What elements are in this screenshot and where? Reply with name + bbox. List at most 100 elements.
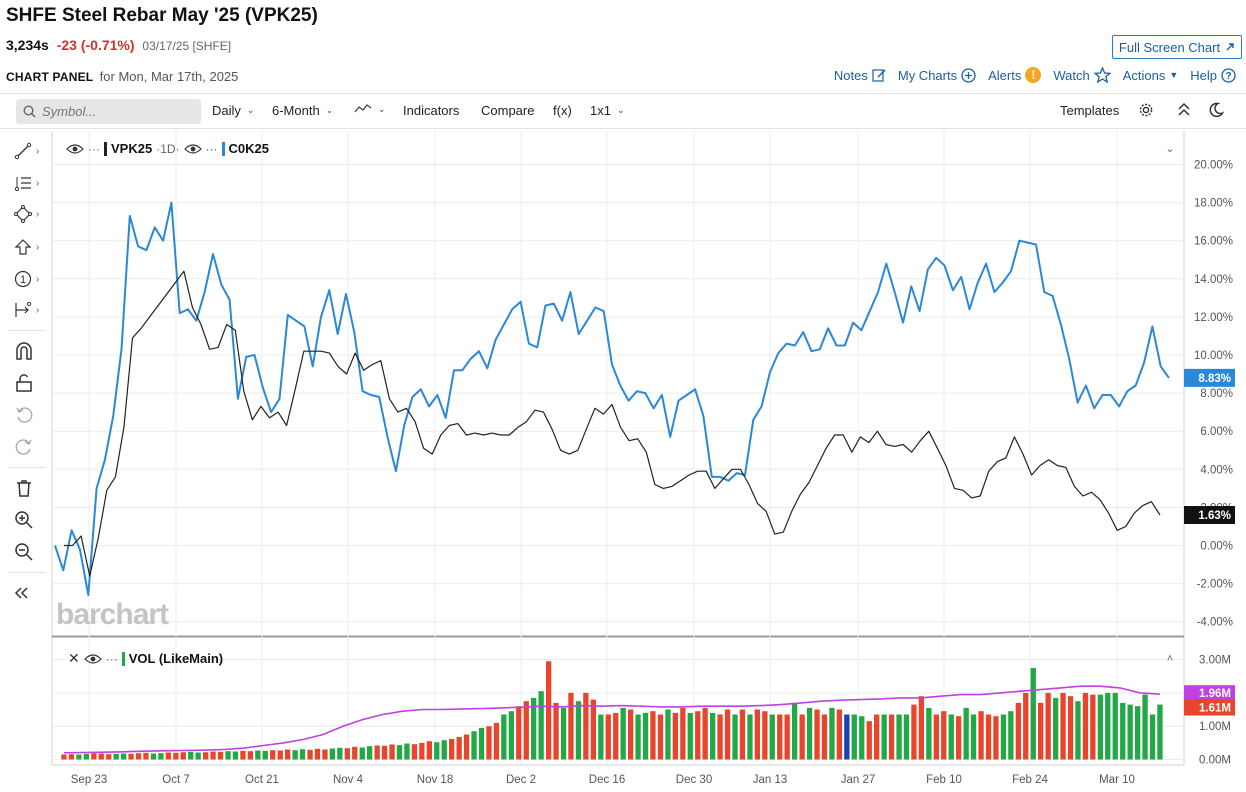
volume-pane-legend: ✕ ··· VOL (LikeMain) (68, 650, 223, 667)
volume-bar (948, 714, 954, 760)
undo-icon (16, 407, 33, 423)
volume-bar (381, 745, 388, 760)
lock-tool[interactable] (14, 371, 46, 395)
layout-dropdown[interactable]: 1x1 ⌄ (590, 103, 625, 118)
y-tick-label: 16.00% (1194, 236, 1233, 248)
volume-bar (1127, 704, 1133, 760)
fibonacci-tool[interactable]: › (14, 171, 46, 195)
volume-bar (1060, 692, 1066, 760)
volume-bar (1157, 704, 1163, 760)
interval-dropdown[interactable]: Daily ⌄ (212, 103, 254, 118)
shapes-tool[interactable]: › (14, 202, 46, 226)
close-icon[interactable]: ✕ (68, 650, 80, 666)
toolbar-divider (8, 572, 46, 573)
more-icon[interactable]: ··· (105, 651, 118, 666)
collapse-sidebar-button[interactable] (14, 581, 46, 605)
volume-bar (1082, 692, 1089, 760)
volume-bar (150, 753, 157, 760)
volume-bar (941, 711, 947, 760)
y-tick-label: 20.00% (1194, 160, 1233, 172)
volume-bar (121, 753, 127, 760)
volume-bar (173, 752, 179, 760)
volume-bar (516, 706, 522, 760)
volume-bar (918, 696, 924, 760)
volume-bar (553, 702, 559, 760)
x-tick-label: Jan 13 (753, 774, 788, 786)
chart-type-dropdown[interactable]: ⌄ (354, 103, 386, 115)
volume-bar (769, 714, 775, 760)
magnet-tool[interactable] (14, 339, 46, 363)
volume-bar (299, 749, 306, 760)
quote-line: 3,234s -23 (-0.71%) 03/17/25 [SHFE] (6, 37, 231, 53)
volume-bar (806, 707, 813, 760)
settings-button[interactable] (1138, 102, 1154, 118)
volume-bar (866, 721, 872, 760)
volume-bar (896, 714, 902, 760)
volume-bar (344, 748, 350, 760)
volume-bar (933, 714, 939, 760)
toolbar-divider (8, 330, 46, 331)
compare-button[interactable]: Compare (481, 103, 535, 118)
indicators-button[interactable]: Indicators (403, 103, 460, 118)
measure-tool[interactable]: › (14, 298, 46, 322)
dark-mode-toggle[interactable] (1208, 102, 1224, 118)
volume-bar (493, 722, 500, 760)
volume-bar (314, 748, 321, 760)
volume-bar (113, 753, 119, 760)
zoom-out-icon (15, 543, 33, 561)
volume-bar (1120, 702, 1126, 760)
volume-bar (307, 749, 313, 760)
eye-icon[interactable] (66, 143, 84, 155)
y-tick-label: 10.00% (1194, 350, 1233, 362)
trend-line-tool[interactable]: › (14, 139, 46, 163)
notes-link[interactable]: Notes (834, 68, 886, 83)
symbol-input[interactable] (42, 104, 192, 119)
my-charts-link[interactable]: My Charts (898, 68, 976, 83)
volume-bar (672, 712, 678, 760)
full-screen-chart-button[interactable]: Full Screen Chart (1112, 35, 1242, 59)
chevron-down-icon: ⌄ (325, 105, 334, 115)
delete-drawings-button[interactable] (14, 476, 46, 500)
eye-icon[interactable] (183, 143, 202, 155)
undo-button[interactable] (14, 403, 46, 427)
more-icon[interactable]: ··· (205, 141, 218, 156)
volume-bar (888, 714, 895, 760)
zoom-in-button[interactable] (14, 508, 46, 532)
function-button[interactable]: f(x) (553, 103, 572, 118)
arrow-tool[interactable]: › (14, 235, 46, 259)
volume-bar (106, 754, 112, 760)
volume-bar (687, 712, 693, 760)
annotation-tool[interactable]: 1 › (14, 267, 46, 291)
volume-bar (620, 707, 626, 760)
watch-link[interactable]: Watch (1053, 67, 1111, 83)
x-tick-label: Dec 30 (676, 774, 712, 786)
range-label: 6-Month (272, 103, 320, 118)
c0k25-last-value-bg (1184, 368, 1235, 387)
volume-bar (568, 692, 574, 760)
alerts-link[interactable]: Alerts ! (988, 67, 1042, 83)
volume-last-value-bg (1184, 699, 1235, 716)
eye-icon[interactable] (83, 653, 102, 665)
vol-y-tick-label: 1.00M (1199, 721, 1231, 733)
zoom-out-button[interactable] (14, 540, 46, 564)
volume-bar (874, 714, 880, 760)
symbol-search[interactable] (16, 99, 201, 124)
volume-bar (1030, 667, 1036, 760)
x-tick-label: Dec 2 (506, 774, 536, 786)
volume-bar (613, 712, 619, 760)
actions-menu[interactable]: Actions ▼ (1123, 68, 1179, 83)
templates-button[interactable]: Templates (1060, 103, 1120, 118)
volume-bar (83, 753, 89, 760)
help-link[interactable]: Help ? (1190, 68, 1236, 83)
volume-bar (732, 714, 738, 760)
expand-button[interactable] (1177, 102, 1191, 118)
more-icon[interactable]: ··· (88, 141, 100, 156)
volume-bar (560, 707, 567, 760)
redo-button[interactable] (14, 435, 46, 459)
volume-bar (68, 754, 75, 760)
volume-bar (188, 751, 194, 760)
volume-bar (486, 726, 492, 760)
arrow-up-icon (14, 239, 32, 255)
range-dropdown[interactable]: 6-Month ⌄ (272, 103, 333, 118)
